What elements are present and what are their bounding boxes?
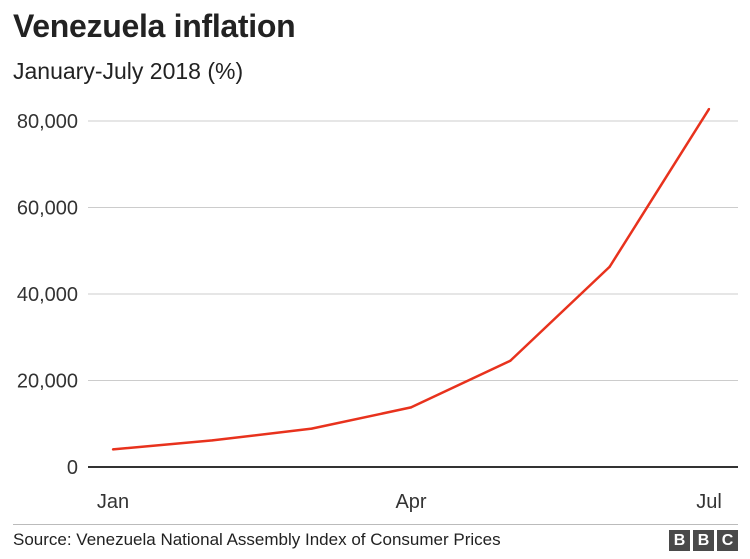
x-tick-label: Jul [696,491,722,513]
y-tick-label: 80,000 [17,111,78,133]
footer-divider [13,524,738,525]
data-point [409,406,413,409]
y-tick-label: 60,000 [17,198,78,220]
data-point [509,359,512,362]
data-point [211,439,214,442]
y-tick-label: 0 [67,457,78,479]
chart-subtitle: January-July 2018 (%) [13,58,244,84]
chart-title: Venezuela inflation [13,8,296,44]
logo-letter: B [693,530,714,551]
x-tick-label: Jan [97,491,129,513]
y-tick-label: 40,000 [17,284,78,306]
source-note: Source: Venezuela National Assembly Inde… [13,530,501,549]
line-chart: 0 20,000 40,000 60,000 80,000 Jan Apr Jul [17,107,738,513]
data-point [111,448,115,451]
data-point [707,107,711,111]
x-tick-label: Apr [395,491,426,513]
data-point [310,427,313,430]
series-line [112,108,711,451]
data-point [608,265,611,268]
bbc-logo: B B C [669,530,738,551]
y-tick-label: 20,000 [17,371,78,393]
logo-letter: C [717,530,738,551]
logo-letter: B [669,530,690,551]
